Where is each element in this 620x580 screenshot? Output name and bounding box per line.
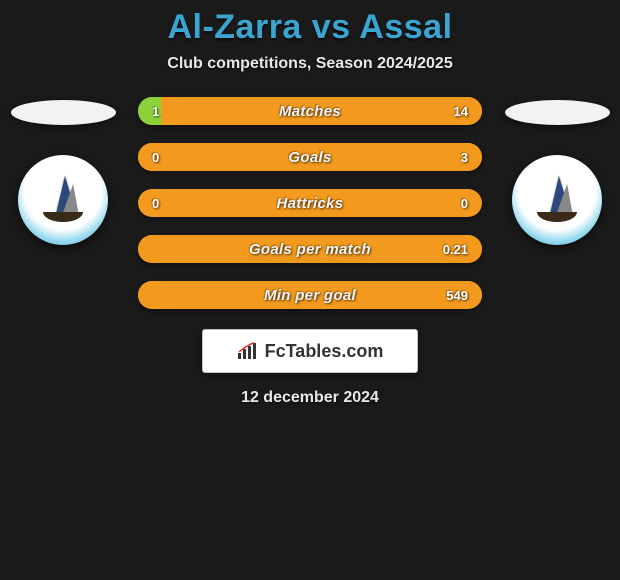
comparison-grid: 1Matches140Goals30Hattricks0Goals per ma… (0, 95, 620, 309)
left-player-banner-icon (11, 100, 116, 125)
stat-label: Goals per match (138, 235, 482, 263)
stat-row: 0Hattricks0 (138, 189, 482, 217)
stat-bars: 1Matches140Goals30Hattricks0Goals per ma… (138, 95, 482, 309)
brand-attribution[interactable]: FcTables.com (202, 329, 418, 373)
bar-chart-icon (237, 342, 259, 360)
stat-row: 1Matches14 (138, 97, 482, 125)
date-label: 12 december 2024 (0, 389, 620, 407)
right-club-logo (512, 155, 602, 245)
stat-right-value: 14 (454, 97, 468, 125)
right-player-banner-icon (505, 100, 610, 125)
stat-row: 0Goals3 (138, 143, 482, 171)
stat-right-value: 549 (446, 281, 468, 309)
stat-label: Min per goal (138, 281, 482, 309)
comparison-card: Al-Zarra vs Assal Club competitions, Sea… (0, 0, 620, 407)
left-player-column (8, 95, 118, 245)
left-club-logo (18, 155, 108, 245)
stat-right-value: 0.21 (443, 235, 468, 263)
stat-row: Min per goal549 (138, 281, 482, 309)
stat-label: Hattricks (138, 189, 482, 217)
stat-label: Matches (138, 97, 482, 125)
stat-row: Goals per match0.21 (138, 235, 482, 263)
brand-name: FcTables.com (265, 341, 384, 362)
page-title: Al-Zarra vs Assal (0, 8, 620, 47)
stat-label: Goals (138, 143, 482, 171)
subtitle: Club competitions, Season 2024/2025 (0, 55, 620, 73)
stat-right-value: 0 (461, 189, 468, 217)
right-player-column (502, 95, 612, 245)
stat-right-value: 3 (461, 143, 468, 171)
